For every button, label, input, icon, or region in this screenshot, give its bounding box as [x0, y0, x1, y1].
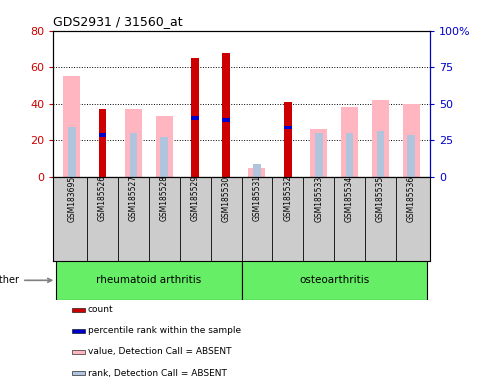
Bar — [129, 133, 137, 177]
Text: value, Detection Call = ABSENT: value, Detection Call = ABSENT — [88, 348, 231, 356]
Bar — [346, 133, 354, 177]
Bar — [56, 261, 242, 300]
Bar — [72, 329, 85, 333]
Bar — [72, 371, 85, 376]
Bar — [99, 109, 106, 177]
Bar — [253, 164, 261, 177]
Bar — [63, 76, 80, 177]
Bar — [403, 104, 420, 177]
Bar — [341, 107, 358, 177]
Bar — [99, 133, 106, 136]
Bar — [72, 350, 85, 354]
Bar — [125, 109, 142, 177]
Bar — [72, 308, 85, 312]
Text: GDS2931 / 31560_at: GDS2931 / 31560_at — [53, 15, 183, 28]
Bar — [156, 116, 173, 177]
Bar — [284, 102, 292, 177]
Bar — [222, 53, 230, 177]
Bar — [242, 261, 427, 300]
Bar — [310, 129, 327, 177]
Bar — [372, 100, 389, 177]
Bar — [68, 127, 75, 177]
Bar — [315, 133, 323, 177]
Text: count: count — [88, 305, 114, 314]
Text: rank, Detection Call = ABSENT: rank, Detection Call = ABSENT — [88, 369, 227, 377]
Text: other: other — [0, 275, 52, 285]
Bar — [248, 167, 266, 177]
Bar — [191, 116, 199, 120]
Text: rheumatoid arthritis: rheumatoid arthritis — [96, 275, 201, 285]
Bar — [377, 131, 384, 177]
Text: percentile rank within the sample: percentile rank within the sample — [88, 326, 241, 335]
Bar — [160, 136, 168, 177]
Bar — [222, 118, 230, 122]
Text: osteoarthritis: osteoarthritis — [299, 275, 369, 285]
Bar — [191, 58, 199, 177]
Bar — [284, 126, 292, 129]
Bar — [408, 135, 415, 177]
